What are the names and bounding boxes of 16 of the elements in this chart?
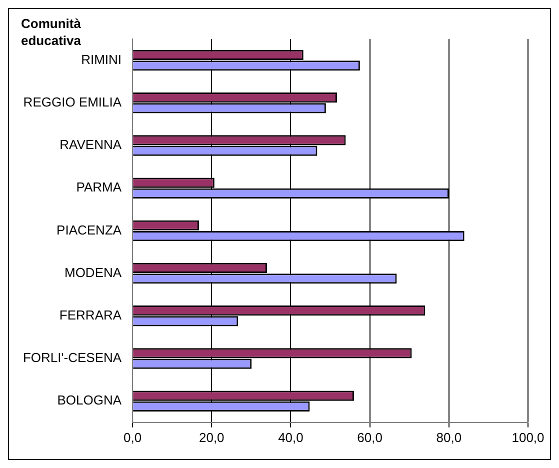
y-tick-label: MODENA [64,264,122,280]
x-tick-label: 20,0 [198,430,224,445]
chart-title: Comunità educativa [21,15,82,49]
x-tick-label: 0,0 [124,430,142,445]
y-tick-label: RAVENNA [60,137,122,152]
x-tick-label: 60,0 [357,430,382,445]
x-tick-label: 80,0 [436,430,462,445]
y-tick-label: RIMINI [81,52,122,67]
y-tick-label: BOLOGNA [57,392,122,408]
y-tick-label: FORLI'-CESENA [22,350,122,366]
y-tick-label: PARMA [76,180,122,195]
y-tick-label: PIACENZA [56,222,122,238]
y-tick-label: REGGIO EMILIA [23,94,122,110]
x-tick-label: 40,0 [278,430,304,445]
x-tick-label: 100,0 [512,430,544,445]
y-tick-label: FERRARA [59,307,122,322]
